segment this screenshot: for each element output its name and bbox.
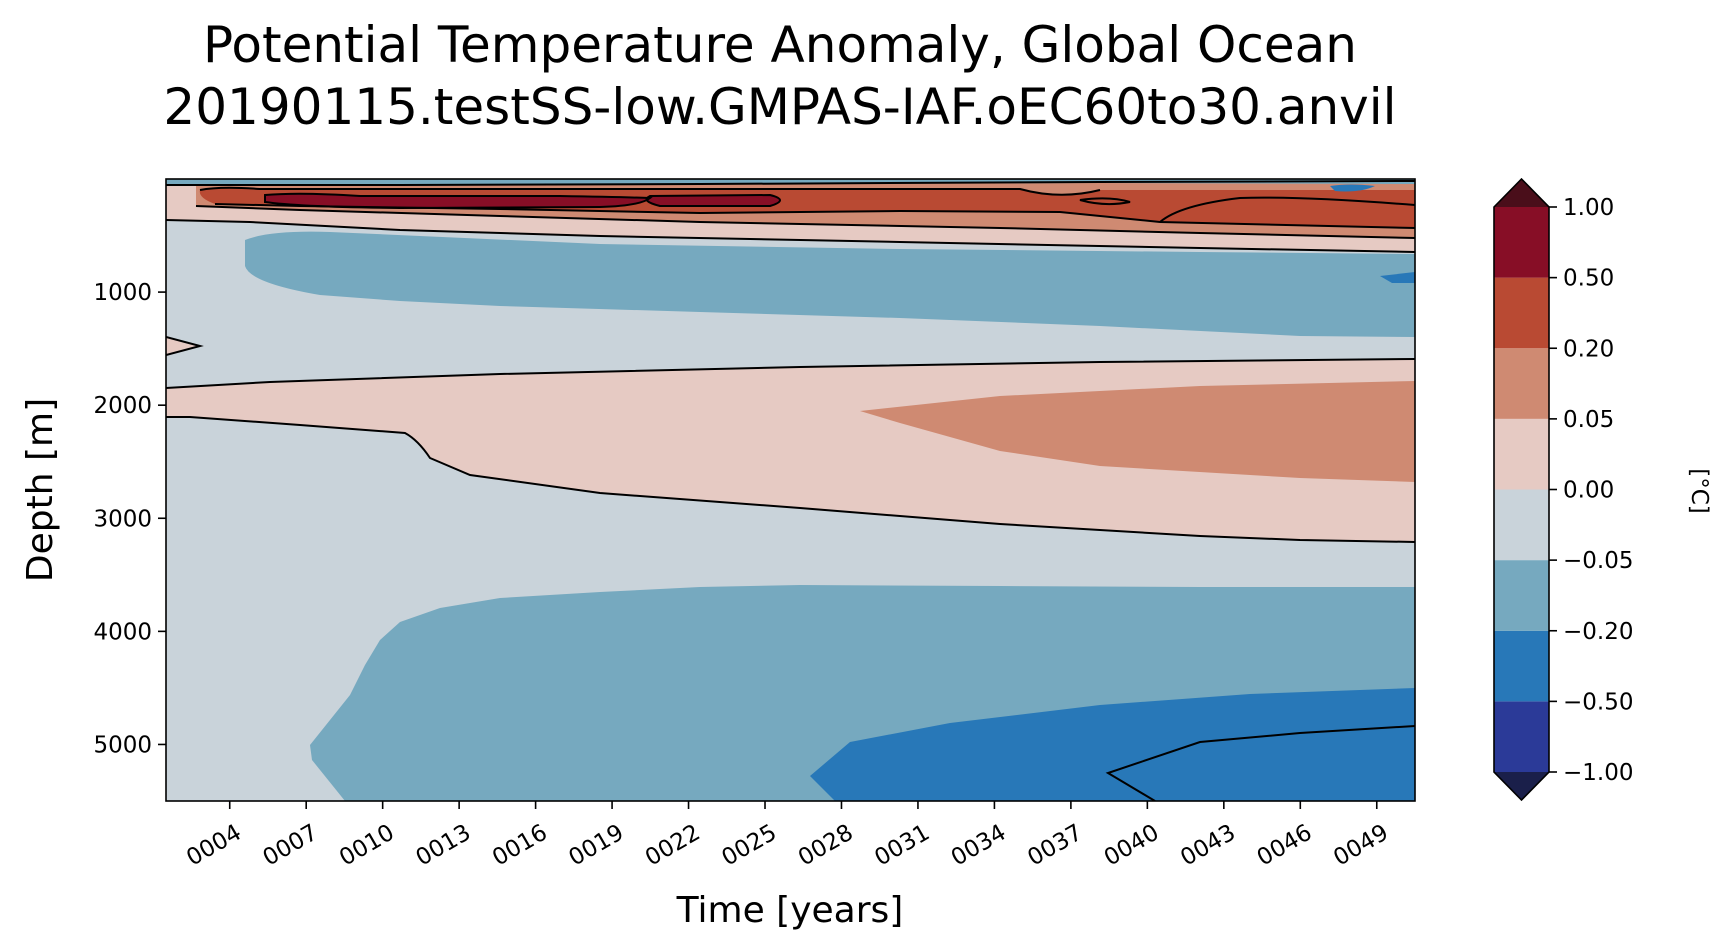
- contour-lines: [166, 180, 1415, 801]
- region-abyssal-cold: [810, 688, 1415, 801]
- x-tick-label: 0013: [412, 820, 476, 872]
- contour-line-surface-warm: [195, 205, 1415, 239]
- contour-line-surface-core-2: [264, 192, 653, 210]
- x-tick-label: 0007: [259, 820, 323, 872]
- region-left-warm-bump: [166, 337, 200, 355]
- contour-line-surface-zero: [166, 219, 1415, 253]
- contour-line-deep-bottom: [166, 416, 1415, 543]
- colorbar-tick-label: −0.20: [1563, 619, 1633, 645]
- y-tick-label: 1000: [93, 280, 152, 306]
- y-axis: 1000 2000 3000 4000 5000: [93, 280, 166, 758]
- colorbar-tick-label: −1.00: [1563, 760, 1633, 786]
- chart-title: Potential Temperature Anomaly, Global Oc…: [203, 16, 1357, 74]
- x-tick-label: 0043: [1176, 820, 1240, 872]
- contour-line-surface-core-4: [1079, 197, 1131, 206]
- region-surface-core-1: [265, 193, 650, 208]
- x-tick-label: 0037: [1023, 820, 1087, 872]
- region-surface-cold-patch: [1330, 184, 1375, 192]
- colorbar-label: [°C]: [1686, 468, 1710, 514]
- colorbar-tick-label: −0.05: [1563, 548, 1633, 574]
- x-tick-label: 0022: [641, 820, 705, 872]
- x-tick-label: 0046: [1253, 820, 1317, 872]
- region-deep-warm-wedge: [860, 381, 1415, 482]
- colorbar-tick-label: −0.50: [1563, 689, 1633, 715]
- x-tick-label: 0028: [794, 820, 858, 872]
- colorbar-segment: [1494, 560, 1549, 631]
- colorbar-extend-low: [1494, 772, 1549, 800]
- colorbar-tick-label: 0.05: [1563, 407, 1614, 433]
- colorbar-segment: [1494, 701, 1549, 772]
- y-tick-label: 4000: [93, 619, 152, 645]
- contour-line-surface-core-5: [1159, 196, 1415, 223]
- x-tick-label: 0034: [947, 820, 1011, 872]
- y-tick-label: 5000: [93, 732, 152, 758]
- colorbar-segment: [1494, 418, 1549, 490]
- x-tick-label: 0031: [870, 820, 934, 872]
- x-tick-label: 0004: [182, 820, 246, 872]
- x-tick-label: 0010: [335, 820, 399, 872]
- chart-subtitle: 20190115.testSS-low.GMPAS-IAF.oEC60to30.…: [163, 78, 1397, 136]
- contour-line-deep-top: [166, 358, 1415, 389]
- x-tick-label: 0040: [1100, 820, 1164, 872]
- colorbar: 1.00 0.50 0.20 0.05 0.00 −0.05 −0.20 −0.50 −1.00: [1493, 177, 1633, 802]
- y-axis-label: Depth [m]: [20, 398, 61, 582]
- colorbar-tick-label: 0.20: [1563, 336, 1614, 362]
- colorbar-extend-high: [1494, 179, 1549, 207]
- x-axis: 0004 0007 0010 0013 0016 0019 0022 0025 0028 0031…: [182, 801, 1393, 871]
- colorbar-segment: [1494, 630, 1549, 702]
- region-surface-core-2: [646, 195, 780, 206]
- plot-area: [166, 179, 1415, 801]
- colorbar-tick-label: 1.00: [1563, 195, 1614, 221]
- colorbar-segment: [1494, 207, 1549, 278]
- x-tick-label: 0049: [1329, 820, 1393, 872]
- colorbar-segment: [1494, 489, 1549, 561]
- x-tick-label: 0016: [488, 820, 552, 872]
- colorbar-tick-label: 0.00: [1563, 478, 1614, 504]
- colorbar-segment: [1494, 277, 1549, 349]
- x-tick-label: 0019: [565, 820, 629, 872]
- plot-frame: [165, 178, 1416, 802]
- x-tick-label: 0025: [718, 820, 782, 872]
- region-intermediate-cold-patch: [1380, 272, 1415, 283]
- region-intermediate-cool: [245, 231, 1415, 337]
- y-tick-label: 3000: [93, 506, 152, 532]
- y-tick-label: 2000: [93, 393, 152, 419]
- colorbar-segment: [1494, 348, 1549, 419]
- x-axis-label: Time [years]: [676, 890, 904, 931]
- contour-line-left-bump: [166, 336, 204, 356]
- contour-line-surface-top: [166, 180, 1415, 186]
- contour-line-surface-core-3: [645, 193, 781, 207]
- colorbar-tick-label: 0.50: [1563, 266, 1614, 292]
- contour-line-abyssal: [1105, 725, 1415, 801]
